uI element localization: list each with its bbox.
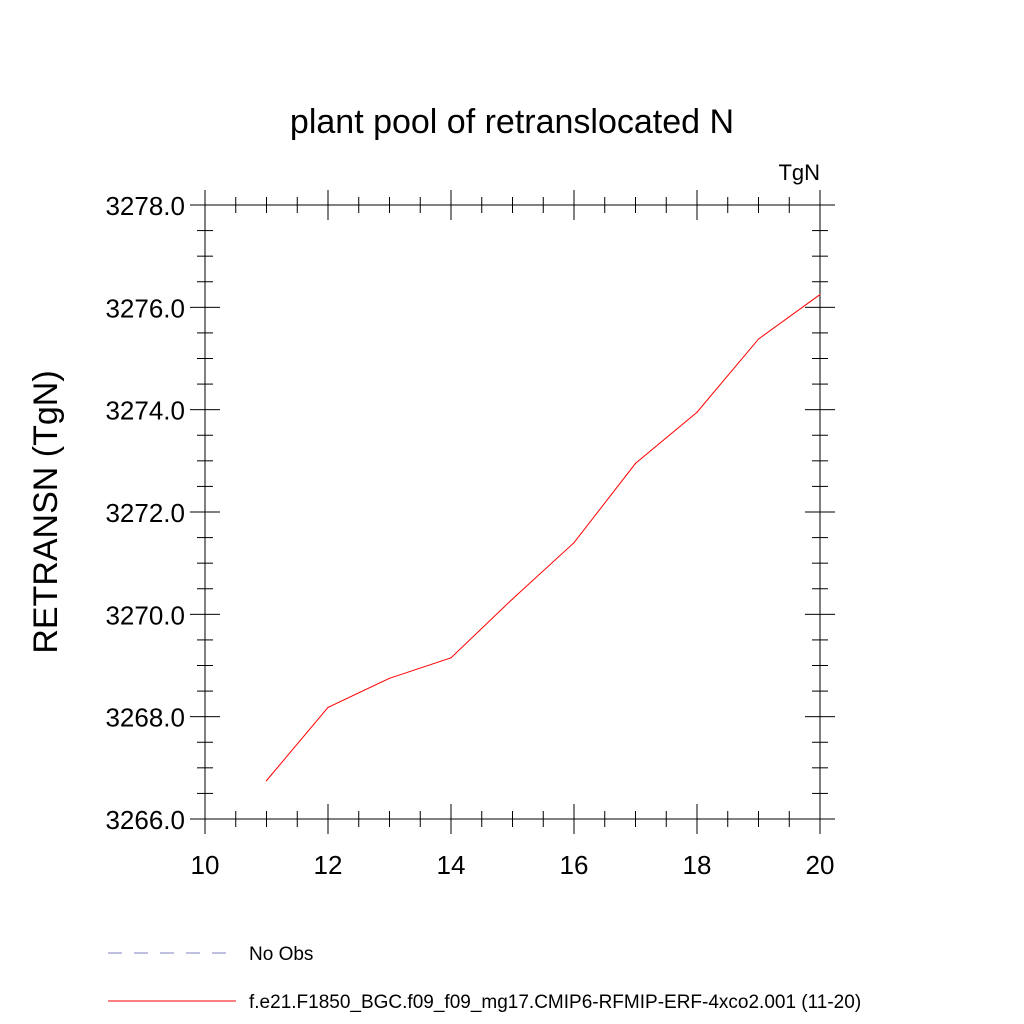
data-point (388, 677, 391, 679)
y-tick-label: 3276.0 (105, 293, 185, 323)
series-line-0 (266, 294, 821, 781)
data-point (573, 542, 575, 544)
y-axis-label: RETRANSN (TgN) (27, 370, 65, 653)
data-point (327, 706, 329, 709)
data-point (696, 411, 698, 413)
y-tick-label: 3266.0 (105, 805, 185, 835)
data-point (511, 598, 514, 600)
data-point (757, 338, 760, 340)
units-label: TgN (778, 160, 820, 185)
data-point (265, 780, 268, 782)
legend-label-no-obs: No Obs (249, 944, 313, 965)
y-tick-label: 3268.0 (105, 703, 185, 733)
y-tick-label: 3278.0 (105, 191, 185, 221)
y-tick-label: 3270.0 (105, 600, 185, 630)
y-tick-label: 3274.0 (105, 396, 185, 426)
data-point (634, 462, 637, 464)
x-tick-label: 12 (314, 850, 343, 880)
axis-ticks (190, 190, 835, 834)
legend: No Obs f.e21.F1850_BGC.f09_f09_mg17.CMIP… (108, 944, 861, 1013)
x-tick-label: 20 (806, 850, 835, 880)
x-tick-label: 16 (560, 850, 589, 880)
data-point (450, 657, 452, 659)
x-tick-label: 18 (683, 850, 712, 880)
y-tick-label: 3272.0 (105, 498, 185, 528)
x-tick-label: 14 (437, 850, 466, 880)
data-point (819, 293, 821, 296)
y-tick-labels: 3266.0 3268.0 3270.0 3272.0 3274.0 3276.0 3278… (105, 191, 185, 835)
x-tick-label: 10 (191, 850, 220, 880)
plot-frame (204, 204, 821, 820)
x-tick-labels: 10 12 14 16 18 20 (191, 850, 835, 880)
legend-label-run: f.e21.F1850_BGC.f09_f09_mg17.CMIP6-RFMIP… (249, 992, 861, 1013)
data-lines (265, 293, 821, 782)
chart-title: plant pool of retranslocated N (290, 103, 734, 141)
